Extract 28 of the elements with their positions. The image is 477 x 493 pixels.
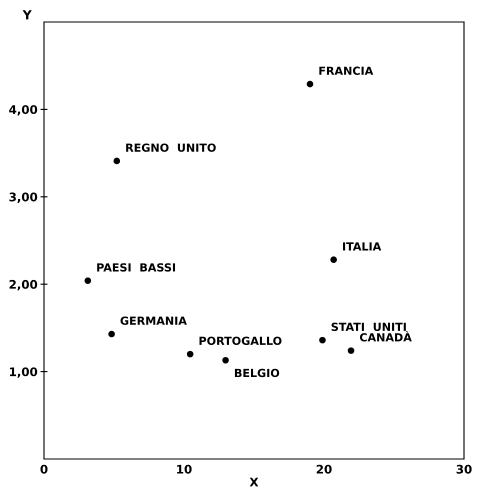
annotation: PORTOGALLO [200, 336, 282, 346]
annotation: PAESI BASSI [97, 263, 176, 272]
point [348, 347, 354, 354]
x-tick-label: 20 [316, 464, 332, 474]
y-tick-label: 3,00 [9, 192, 38, 203]
point [222, 356, 229, 364]
y-axis-title: Y [22, 10, 32, 20]
y-tick-label: 2,00 [10, 280, 38, 290]
annotation: ITALIA [343, 242, 382, 250]
point [319, 336, 326, 344]
annotation: GERMANIA [120, 316, 187, 325]
x-tick-label: 0 [40, 464, 48, 474]
annotation: CANADÀ [360, 331, 412, 342]
point [108, 330, 115, 338]
point [114, 158, 120, 164]
x-axis-title: X [250, 478, 258, 486]
point [306, 80, 314, 88]
annotation: BELGIO [234, 368, 280, 378]
point [186, 350, 194, 358]
x-tick-label: 10 [177, 464, 192, 474]
annotation: STATI UNITI [332, 322, 406, 332]
x-tick-label: 30 [456, 464, 472, 474]
y-tick-label: 4,00 [9, 105, 38, 116]
point [84, 277, 92, 284]
y-tick-label: 1,00 [10, 367, 38, 378]
annotation: REGNO UNITO [126, 143, 216, 152]
point [330, 256, 337, 264]
annotation: FRANCIA [319, 66, 374, 75]
